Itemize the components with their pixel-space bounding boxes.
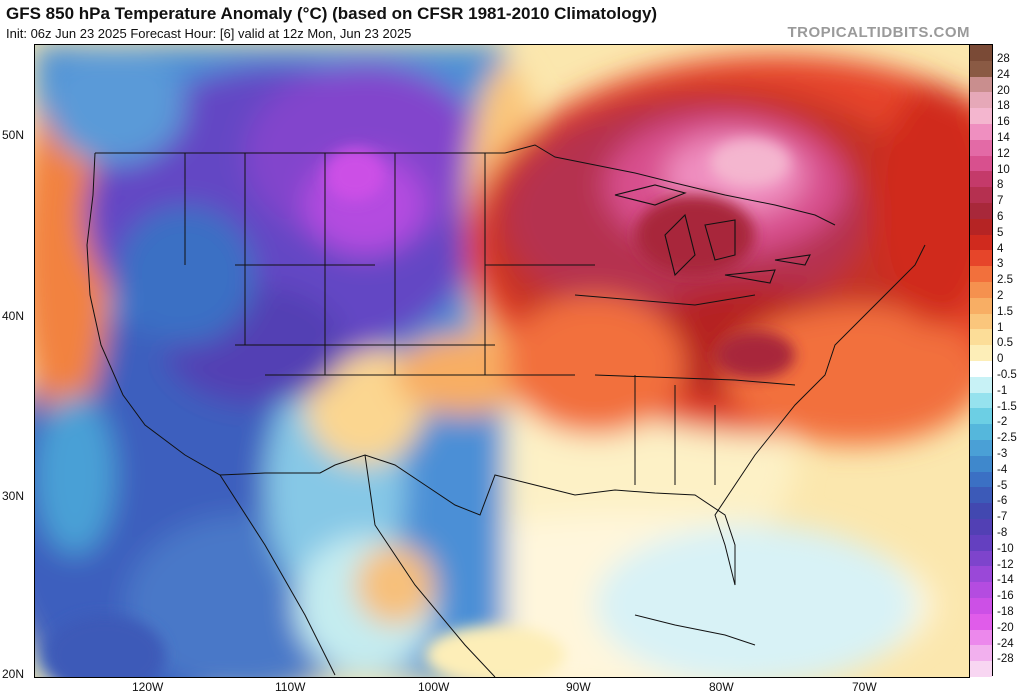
boundaries	[86, 144, 926, 677]
colorbar-label: 1	[997, 321, 1004, 334]
lat-label-40n: 40N	[2, 309, 25, 323]
colorbar-label: 6	[997, 210, 1004, 223]
colorbar-label: 0.5	[997, 337, 1013, 350]
colorbar-label: -18	[997, 605, 1014, 618]
colorbar-swatch	[970, 218, 992, 235]
colorbar-label: 18	[997, 100, 1010, 113]
colorbar-swatch	[970, 550, 992, 567]
lon-label-120w: 120W	[132, 680, 164, 694]
anomaly-detail	[45, 139, 795, 677]
colorbar-swatch	[970, 361, 992, 377]
colorbar-label: -2	[997, 416, 1008, 429]
colorbar-label: 28	[997, 52, 1010, 65]
colorbar-swatch	[970, 282, 992, 298]
colorbar-label: -5	[997, 479, 1008, 492]
colorbar-swatch	[970, 139, 992, 156]
colorbar-swatch	[970, 598, 992, 614]
lon-label-70w: 70W	[852, 680, 877, 694]
colorbar-label: -3	[997, 447, 1008, 460]
colorbar-swatch	[970, 203, 992, 219]
colorbar-label: 1.5	[997, 305, 1013, 318]
colorbar-label: 20	[997, 84, 1010, 97]
colorbar-swatch	[970, 266, 992, 283]
colorbar-swatch	[970, 329, 992, 346]
colorbar-label: -7	[997, 511, 1008, 524]
colorbar-swatch	[970, 534, 992, 551]
colorbar-swatch	[970, 487, 992, 504]
colorbar-swatch	[970, 613, 992, 630]
colorbar-label: 16	[997, 116, 1010, 129]
colorbar-swatch	[970, 503, 992, 520]
lat-label-50n: 50N	[2, 128, 25, 142]
colorbar-label: -24	[997, 637, 1014, 650]
colorbar-label: 2.5	[997, 274, 1013, 287]
colorbar-label: -12	[997, 558, 1014, 571]
colorbar-label: 0	[997, 353, 1004, 366]
colorbar-label: 4	[997, 242, 1004, 255]
colorbar-swatch-top	[970, 45, 992, 61]
colorbar-label: 3	[997, 258, 1004, 271]
colorbar-swatch	[970, 124, 992, 140]
colorbar-label: -4	[997, 463, 1008, 476]
colorbar-swatch	[970, 171, 992, 188]
colorbar-swatch	[970, 376, 992, 393]
colorbar-label: -8	[997, 526, 1008, 539]
colorbar-swatch	[970, 440, 992, 456]
lon-label-80w: 80W	[709, 680, 734, 694]
colorbar-swatch	[970, 345, 992, 362]
lon-label-100w: 100W	[418, 680, 450, 694]
colorbar-label: 10	[997, 163, 1010, 176]
map-canvas	[35, 45, 969, 677]
colorbar-label: -6	[997, 495, 1008, 508]
colorbar-swatch	[970, 234, 992, 251]
colorbar-label: -14	[997, 574, 1014, 587]
colorbar-swatch	[970, 471, 992, 488]
anomaly-field	[35, 45, 969, 677]
colorbar	[969, 44, 993, 678]
colorbar-swatch	[970, 661, 992, 678]
colorbar-swatch	[970, 313, 992, 330]
colorbar-label: -28	[997, 653, 1014, 666]
colorbar-swatch	[970, 155, 992, 172]
colorbar-swatch	[970, 582, 992, 599]
colorbar-label: 5	[997, 226, 1004, 239]
colorbar-swatch	[970, 566, 992, 583]
colorbar-label: 2	[997, 289, 1004, 302]
brand-watermark[interactable]: TROPICALTIDBITS.COM	[787, 24, 970, 41]
colorbar-swatch	[970, 187, 992, 204]
colorbar-label: 7	[997, 195, 1004, 208]
colorbar-swatch	[970, 392, 992, 409]
colorbar-label: 14	[997, 131, 1010, 144]
great-lakes	[614, 184, 811, 284]
colorbar-swatch	[970, 519, 992, 535]
colorbar-swatch	[970, 455, 992, 472]
colorbar-label: -1	[997, 384, 1008, 397]
colorbar-swatch	[970, 60, 992, 77]
anomaly-map	[34, 44, 970, 678]
colorbar-label: -1.5	[997, 400, 1017, 413]
colorbar-label: 8	[997, 179, 1004, 192]
colorbar-swatch	[970, 76, 992, 93]
lat-label-30n: 30N	[2, 489, 25, 503]
colorbar-label: 12	[997, 147, 1010, 160]
colorbar-swatch	[970, 297, 992, 314]
lon-label-90w: 90W	[566, 680, 591, 694]
colorbar-label: -2.5	[997, 432, 1017, 445]
colorbar-label: 24	[997, 68, 1010, 81]
colorbar-swatch	[970, 408, 992, 425]
lon-label-110w: 110W	[275, 680, 306, 694]
colorbar-swatch	[970, 424, 992, 441]
colorbar-label: -16	[997, 590, 1014, 603]
map-title: GFS 850 hPa Temperature Anomaly (°C) (ba…	[6, 4, 658, 23]
colorbar-label: -20	[997, 621, 1014, 634]
run-info: Init: 06z Jun 23 2025 Forecast Hour: [6]…	[6, 26, 412, 41]
colorbar-label: -0.5	[997, 368, 1017, 381]
colorbar-swatch	[970, 645, 992, 662]
colorbar-swatch	[970, 108, 992, 125]
colorbar-swatch	[970, 629, 992, 646]
colorbar-swatch	[970, 250, 992, 267]
colorbar-label: -10	[997, 542, 1014, 555]
colorbar-swatch	[970, 92, 992, 109]
lat-label-20n: 20N	[2, 667, 25, 681]
